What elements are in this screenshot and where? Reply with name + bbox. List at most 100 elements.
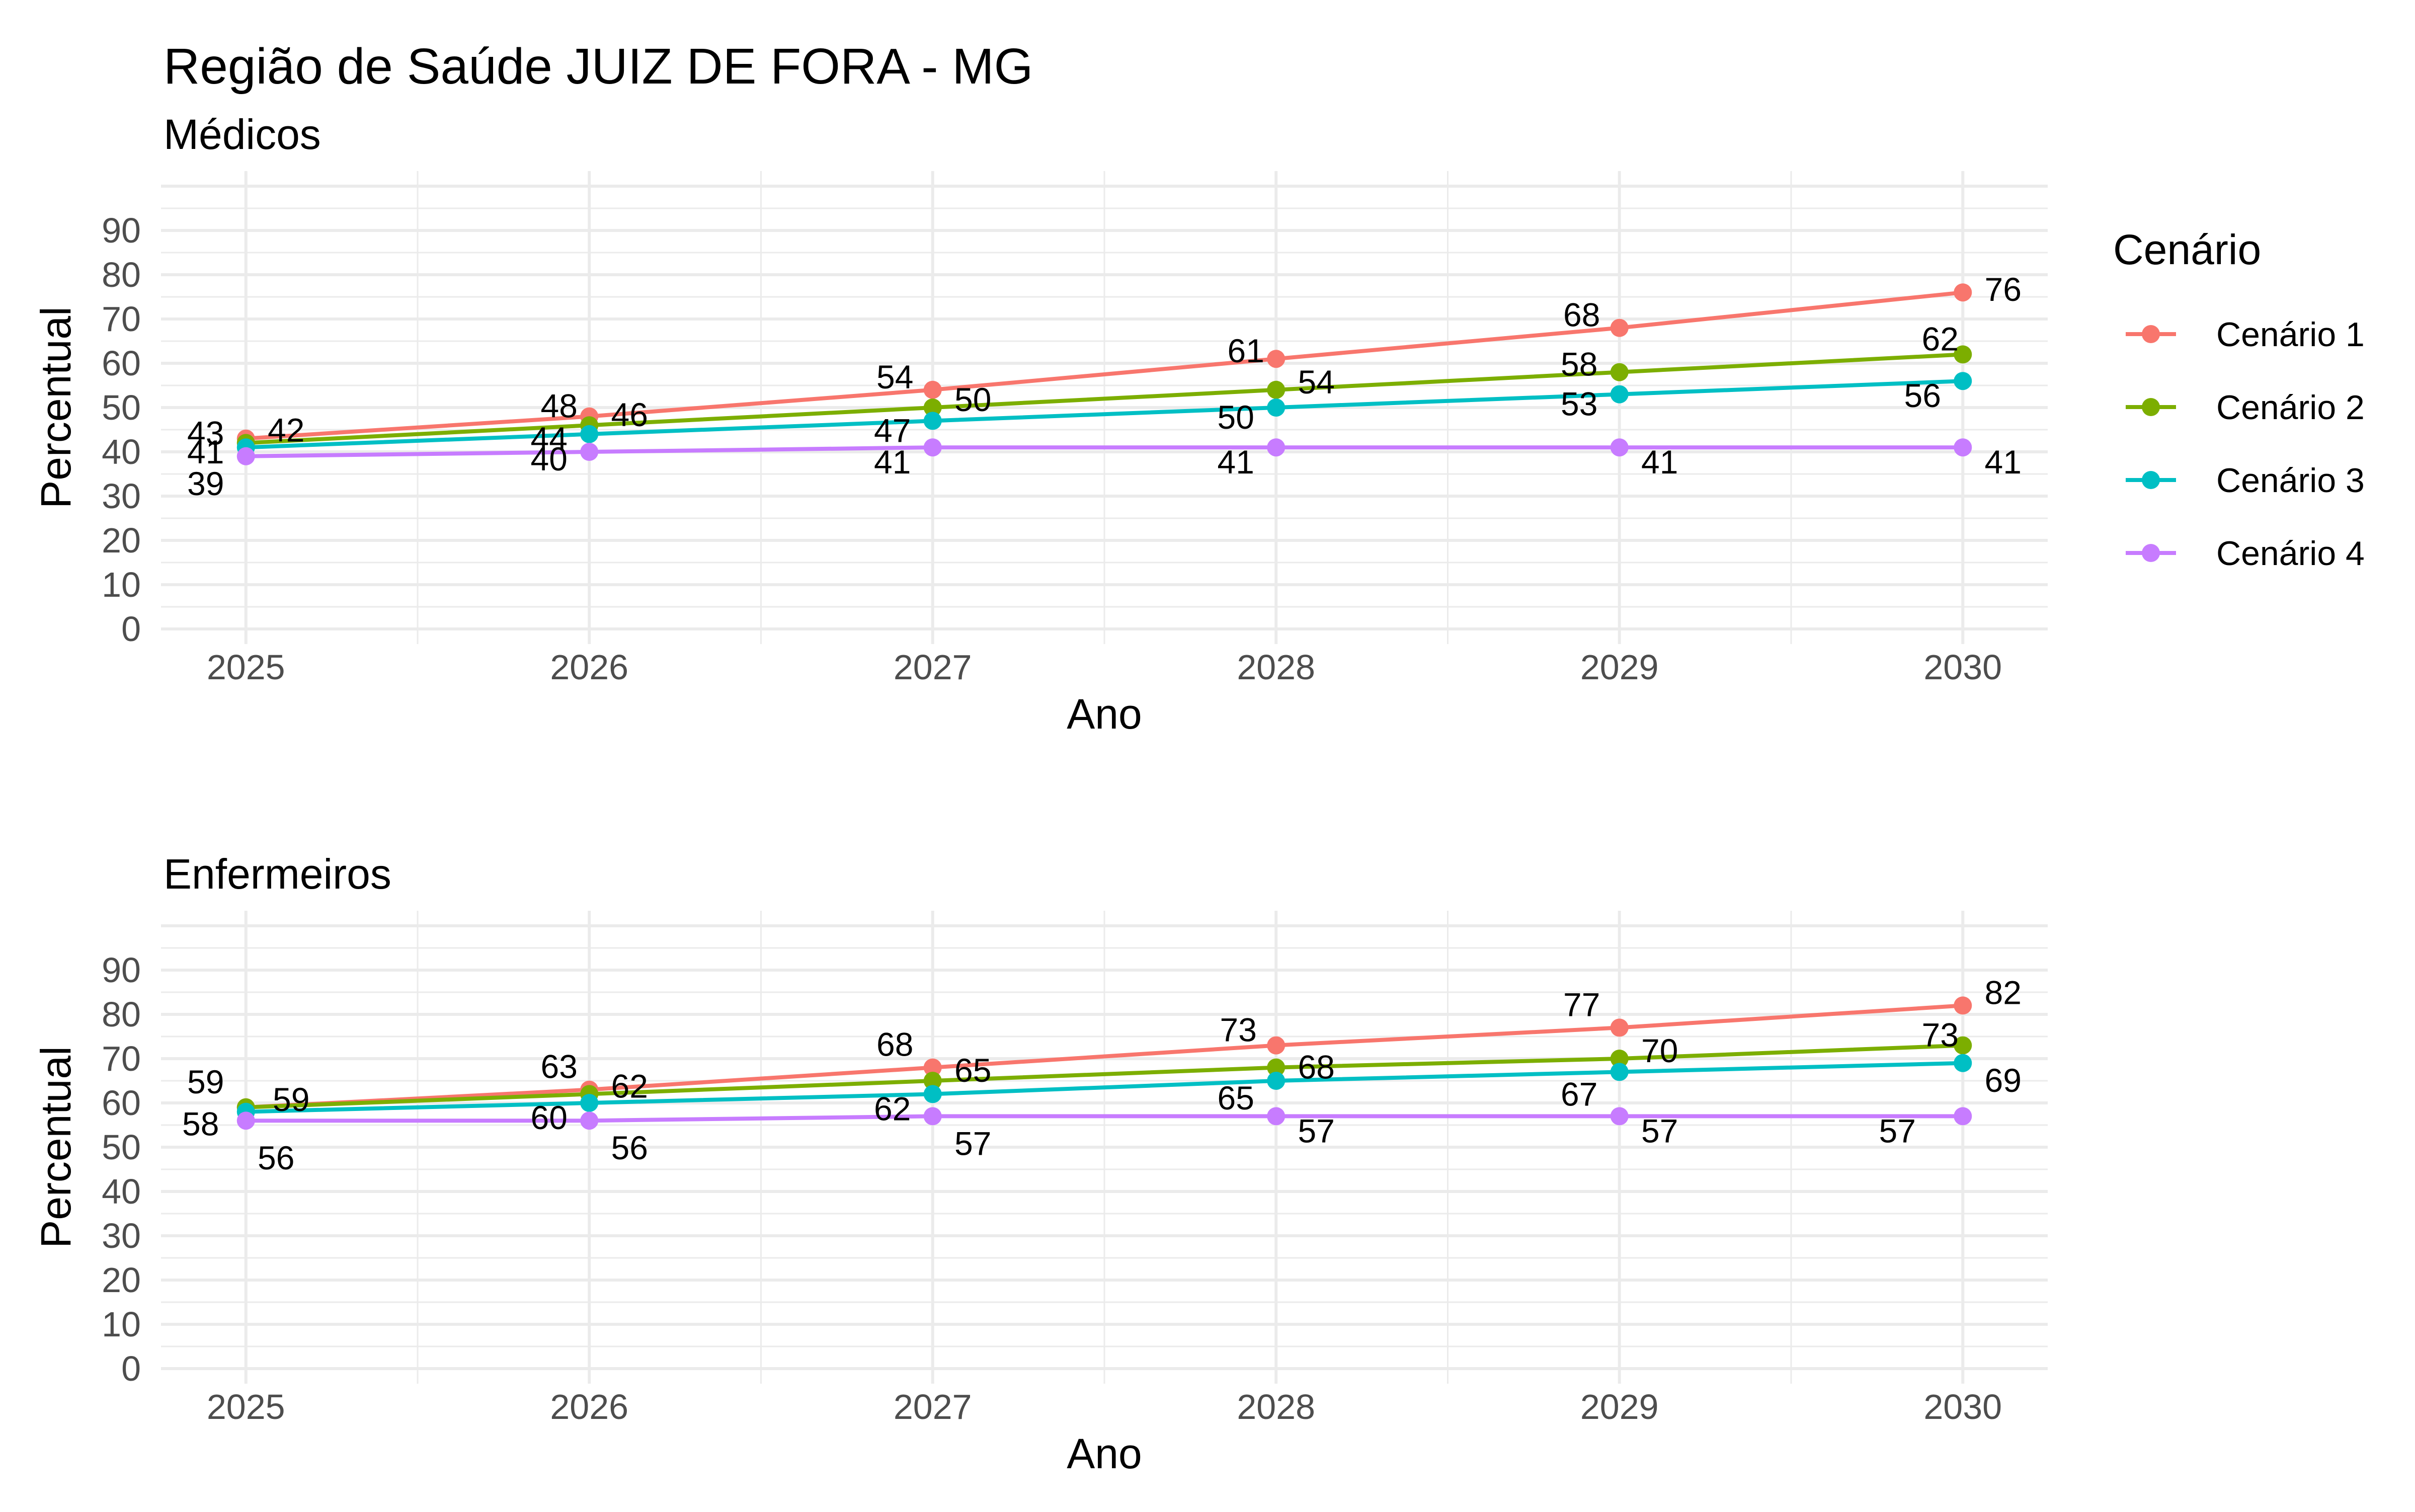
y-tick-label: 40 [102,1172,141,1211]
y-tick-label: 90 [102,211,141,250]
data-label: 58 [1561,346,1597,383]
data-point [923,380,942,399]
data-label: 50 [1218,399,1254,436]
data-label: 59 [273,1081,309,1118]
data-label: 68 [1298,1049,1335,1086]
panel-subtitle: Enfermeiros [164,850,391,898]
data-point [1954,1036,1972,1055]
x-tick-label: 2030 [1923,648,2002,687]
legend-key-point [2142,471,2160,489]
data-point [1954,1054,1972,1072]
data-label: 76 [1985,271,2022,308]
data-point [1267,1107,1285,1126]
y-tick-label: 70 [102,1039,141,1078]
y-tick-label: 60 [102,344,141,383]
data-point [1267,1036,1285,1055]
chart-title: Região de Saúde JUIZ DE FORA - MG [164,38,1033,95]
data-label: 57 [1879,1112,1916,1149]
data-point [236,1111,255,1130]
data-point [1954,345,1972,364]
data-point [580,1094,599,1112]
data-label: 68 [876,1026,913,1063]
data-point [1267,1072,1285,1090]
data-label: 57 [1298,1112,1335,1149]
data-label: 63 [541,1048,578,1085]
data-point [580,425,599,443]
legend-title: Cenário [2113,226,2261,273]
data-point [1954,996,1972,1015]
y-tick-label: 50 [102,1128,141,1167]
data-label: 61 [1228,332,1264,369]
y-tick-label: 30 [102,476,141,516]
data-point [923,438,942,457]
data-label: 56 [1904,377,1941,414]
legend-item-label: Cenário 2 [2216,388,2365,427]
data-label: 42 [268,411,304,448]
y-tick-label: 80 [102,995,141,1034]
data-point [580,1111,599,1130]
data-label: 47 [874,412,911,449]
legend-item-label: Cenário 4 [2216,534,2365,573]
y-tick-label: 10 [102,565,141,604]
data-point [1610,319,1629,337]
data-label: 70 [1641,1032,1678,1069]
data-label: 67 [1561,1075,1597,1112]
series-line [246,1003,1963,1109]
x-tick-label: 2025 [207,1387,285,1426]
x-tick-label: 2026 [550,1387,628,1426]
x-tick-label: 2029 [1580,648,1659,687]
data-point [1267,380,1285,399]
data-label: 41 [1218,443,1254,481]
data-label: 41 [1641,443,1678,481]
legend-item-label: Cenário 3 [2216,461,2365,500]
y-tick-label: 50 [102,388,141,427]
data-label: 62 [1922,320,1959,357]
data-label: 65 [1218,1079,1254,1117]
y-tick-label: 20 [102,1260,141,1300]
data-point [1954,438,1972,457]
data-label: 48 [541,387,578,425]
data-point [1610,1050,1629,1068]
y-tick-label: 90 [102,950,141,990]
series-line [246,445,1963,458]
panel-subtitle: Médicos [164,111,321,158]
legend-key-point [2142,544,2160,562]
data-label: 41 [874,443,911,481]
y-tick-label: 70 [102,299,141,339]
data-point [1610,385,1629,404]
data-point [923,399,942,417]
x-tick-label: 2025 [207,648,285,687]
x-axis-title: Ano [1067,690,1142,738]
data-point [1610,363,1629,381]
y-tick-label: 10 [102,1305,141,1344]
legend-key-point [2142,325,2160,343]
data-label: 68 [1563,296,1600,334]
data-label: 69 [1985,1062,2022,1099]
data-point [923,1058,942,1077]
y-tick-label: 0 [121,1349,141,1388]
series-line [246,352,1963,445]
data-label: 62 [874,1090,911,1127]
data-point [923,1072,942,1090]
data-label: 41 [187,433,224,470]
x-tick-label: 2030 [1923,1387,2002,1426]
y-tick-label: 30 [102,1216,141,1255]
data-label: 56 [258,1139,294,1176]
data-label: 46 [611,396,648,433]
y-tick-label: 40 [102,432,141,471]
series-line [246,1061,1963,1114]
x-tick-label: 2028 [1237,648,1315,687]
data-label: 59 [187,1063,224,1100]
x-tick-label: 2027 [894,1387,972,1426]
data-point [1610,438,1629,457]
data-point [1267,438,1285,457]
data-label: 53 [1561,385,1597,423]
data-point [580,443,599,461]
series-line [246,290,1963,441]
data-label: 57 [954,1125,991,1162]
data-label: 73 [1220,1011,1257,1049]
data-label: 77 [1563,986,1600,1023]
